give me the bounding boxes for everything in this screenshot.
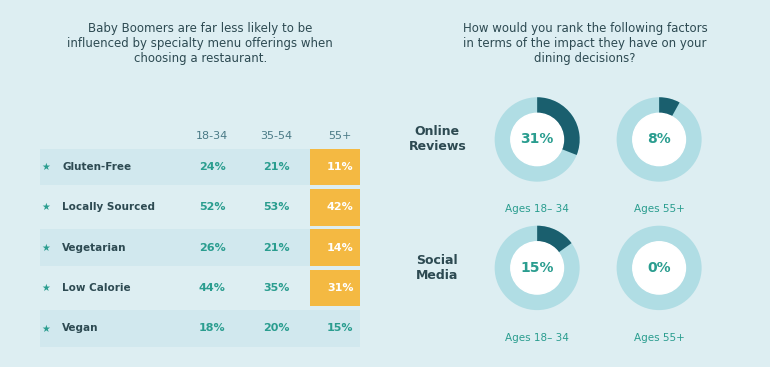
Circle shape [633,242,685,294]
Text: 55+: 55+ [329,131,352,141]
Text: Gluten-Free: Gluten-Free [62,162,131,172]
Text: Ages 55+: Ages 55+ [634,333,685,343]
Text: 53%: 53% [263,202,290,212]
Text: Ages 18– 34: Ages 18– 34 [505,333,569,343]
FancyBboxPatch shape [310,149,360,185]
Text: 31%: 31% [521,132,554,146]
Text: 31%: 31% [327,283,353,293]
Text: 24%: 24% [199,162,226,172]
Wedge shape [537,226,571,252]
FancyBboxPatch shape [310,229,360,266]
Text: 21%: 21% [263,162,290,172]
FancyBboxPatch shape [310,270,360,306]
Text: 20%: 20% [263,323,290,334]
Wedge shape [537,97,580,155]
Text: How would you rank the following factors
in terms of the impact they have on you: How would you rank the following factors… [463,22,708,65]
Wedge shape [494,226,580,310]
Text: 15%: 15% [521,261,554,275]
Text: 44%: 44% [199,283,226,293]
FancyBboxPatch shape [40,149,360,185]
Text: Vegetarian: Vegetarian [62,243,126,253]
Circle shape [511,113,564,166]
Text: 0%: 0% [648,261,671,275]
Text: ★: ★ [42,323,50,334]
Wedge shape [617,97,701,182]
Wedge shape [617,226,701,310]
Text: 26%: 26% [199,243,226,253]
FancyBboxPatch shape [40,310,360,347]
Text: 18-34: 18-34 [196,131,229,141]
Text: Low Calorie: Low Calorie [62,283,131,293]
Text: 35-54: 35-54 [260,131,293,141]
Text: 21%: 21% [263,243,290,253]
Wedge shape [494,97,580,182]
FancyBboxPatch shape [310,189,360,226]
Text: Social
Media: Social Media [416,254,459,282]
Text: Online
Reviews: Online Reviews [408,126,467,153]
Text: ★: ★ [42,162,50,172]
Text: 42%: 42% [327,202,353,212]
Circle shape [633,113,685,166]
Text: 14%: 14% [327,243,353,253]
Text: Ages 18– 34: Ages 18– 34 [505,204,569,214]
Text: 52%: 52% [199,202,226,212]
Text: 11%: 11% [327,162,353,172]
FancyBboxPatch shape [40,229,360,266]
Text: 8%: 8% [648,132,671,146]
Text: ★: ★ [42,283,50,293]
Text: 18%: 18% [199,323,226,334]
Text: 15%: 15% [327,323,353,334]
Circle shape [511,242,564,294]
Text: ★: ★ [42,202,50,212]
Text: 35%: 35% [263,283,290,293]
Text: Ages 55+: Ages 55+ [634,204,685,214]
Text: Locally Sourced: Locally Sourced [62,202,155,212]
Wedge shape [659,97,680,117]
Text: Vegan: Vegan [62,323,99,334]
Text: ★: ★ [42,243,50,253]
Text: Baby Boomers are far less likely to be
influenced by specialty menu offerings wh: Baby Boomers are far less likely to be i… [67,22,333,65]
